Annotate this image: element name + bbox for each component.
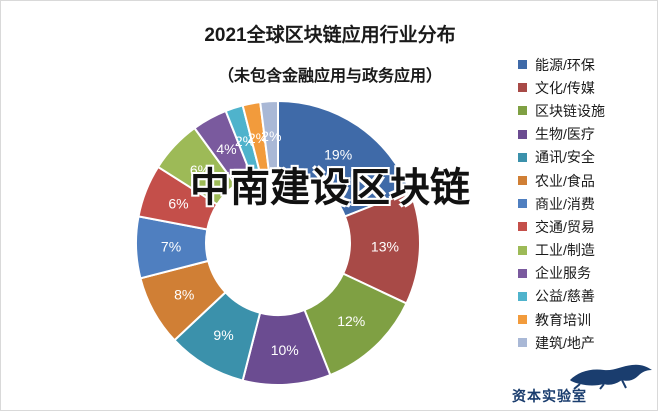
legend-swatch: [518, 315, 527, 325]
legend-item: 教育培训: [518, 308, 605, 331]
legend-label: 文化/传媒: [535, 79, 595, 96]
legend-swatch: [518, 222, 527, 232]
leopard-logo-icon: [570, 364, 652, 390]
legend-swatch: [518, 268, 527, 278]
brand-logo: 资本实验室: [508, 356, 658, 410]
slice-data-label: 7%: [161, 238, 181, 254]
slice-data-label: 4%: [216, 141, 236, 157]
legend-item: 企业服务: [518, 262, 605, 285]
slice-data-label: 13%: [371, 238, 399, 254]
legend-label: 商业/消费: [535, 195, 595, 212]
slice-data-label: 8%: [174, 287, 194, 303]
legend-item: 通讯/安全: [518, 146, 605, 169]
legend-swatch: [518, 338, 527, 348]
legend-swatch: [518, 199, 527, 209]
legend-swatch: [518, 60, 527, 70]
legend-item: 区块链设施: [518, 99, 605, 122]
legend-label: 农业/食品: [535, 172, 595, 189]
legend-item: 交通/贸易: [518, 215, 605, 238]
slice-data-label: 9%: [213, 327, 233, 343]
slice-data-label: 6%: [190, 162, 210, 178]
legend-label: 工业/制造: [535, 242, 595, 259]
legend-item: 工业/制造: [518, 239, 605, 262]
legend-swatch: [518, 83, 527, 93]
legend-label: 能源/环保: [535, 56, 595, 73]
brand-name: 资本实验室: [512, 388, 587, 404]
slice-data-label: 6%: [168, 196, 188, 212]
legend-label: 区块链设施: [535, 102, 605, 119]
legend-label: 建筑/地产: [535, 334, 595, 351]
legend-label: 企业服务: [535, 265, 591, 282]
legend-swatch: [518, 106, 527, 116]
legend-label: 公益/慈善: [535, 288, 595, 305]
watermark-text: 中南建设区块链: [190, 166, 470, 210]
legend-swatch: [518, 291, 527, 301]
chart-subtitle: （未包含金融应用与政务应用）: [217, 68, 442, 85]
legend-item: 生物/医疗: [518, 123, 605, 146]
legend-swatch: [518, 152, 527, 162]
legend-label: 通讯/安全: [535, 149, 595, 166]
slice-data-label: 19%: [324, 147, 352, 163]
pie-slice: [277, 99, 412, 218]
pie-slice: [259, 99, 279, 173]
slice-data-label: 10%: [271, 342, 299, 358]
legend-item: 文化/传媒: [518, 76, 605, 99]
legend-item: 公益/慈善: [518, 285, 605, 308]
legend-item: 农业/食品: [518, 169, 605, 192]
legend-swatch: [518, 176, 527, 186]
slice-data-label: 2%: [248, 130, 268, 146]
legend-swatch: [518, 245, 527, 255]
legend-label: 交通/贸易: [535, 218, 595, 235]
legend-item: 能源/环保: [518, 53, 605, 76]
legend-label: 教育培训: [535, 311, 591, 328]
legend-swatch: [518, 129, 527, 139]
legend-item: 商业/消费: [518, 192, 605, 215]
legend-label: 生物/医疗: [535, 126, 595, 143]
legend-item: 建筑/地产: [518, 331, 605, 354]
chart-legend: 能源/环保文化/传媒区块链设施生物/医疗通讯/安全农业/食品商业/消费交通/贸易…: [518, 53, 605, 354]
slice-data-label: 12%: [337, 313, 365, 329]
slice-data-label: 2%: [261, 128, 281, 144]
chart-title: 2021全球区块链应用行业分布: [204, 25, 456, 46]
